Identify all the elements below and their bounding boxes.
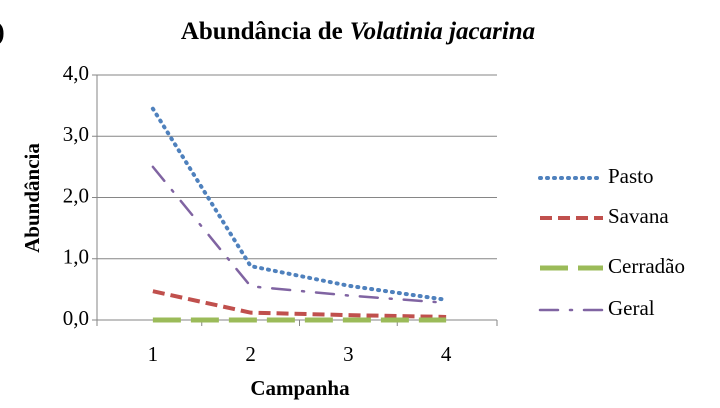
y-tick-label: 0,0 — [63, 306, 89, 330]
title-text: Abundância de — [181, 18, 343, 45]
y-tick-label: 3,0 — [63, 122, 89, 146]
legend-label: Savana — [608, 204, 669, 228]
y-tick-label: 4,0 — [63, 61, 89, 85]
x-tick-label: 2 — [245, 342, 256, 366]
chart-title: Abundância de Volatinia jacarina — [181, 18, 535, 45]
legend-label: Cerradão — [608, 254, 685, 278]
series-line — [150, 106, 449, 302]
x-tick-label: 3 — [343, 342, 354, 366]
series-line — [151, 165, 448, 305]
legend-label: Pasto — [608, 164, 654, 188]
title-species: Volatinia jacarina — [350, 18, 535, 45]
x-axis-label: Campanha — [250, 376, 350, 400]
y-axis-label: Abundância — [20, 143, 44, 253]
x-tick-label: 4 — [441, 342, 452, 366]
y-tick-label: 2,0 — [63, 183, 89, 207]
legend-label: Geral — [608, 296, 655, 320]
x-tick-label: 1 — [148, 342, 159, 366]
y-tick-label: 1,0 — [63, 245, 89, 269]
panel-label: ) — [0, 17, 5, 46]
series-line — [152, 289, 447, 319]
